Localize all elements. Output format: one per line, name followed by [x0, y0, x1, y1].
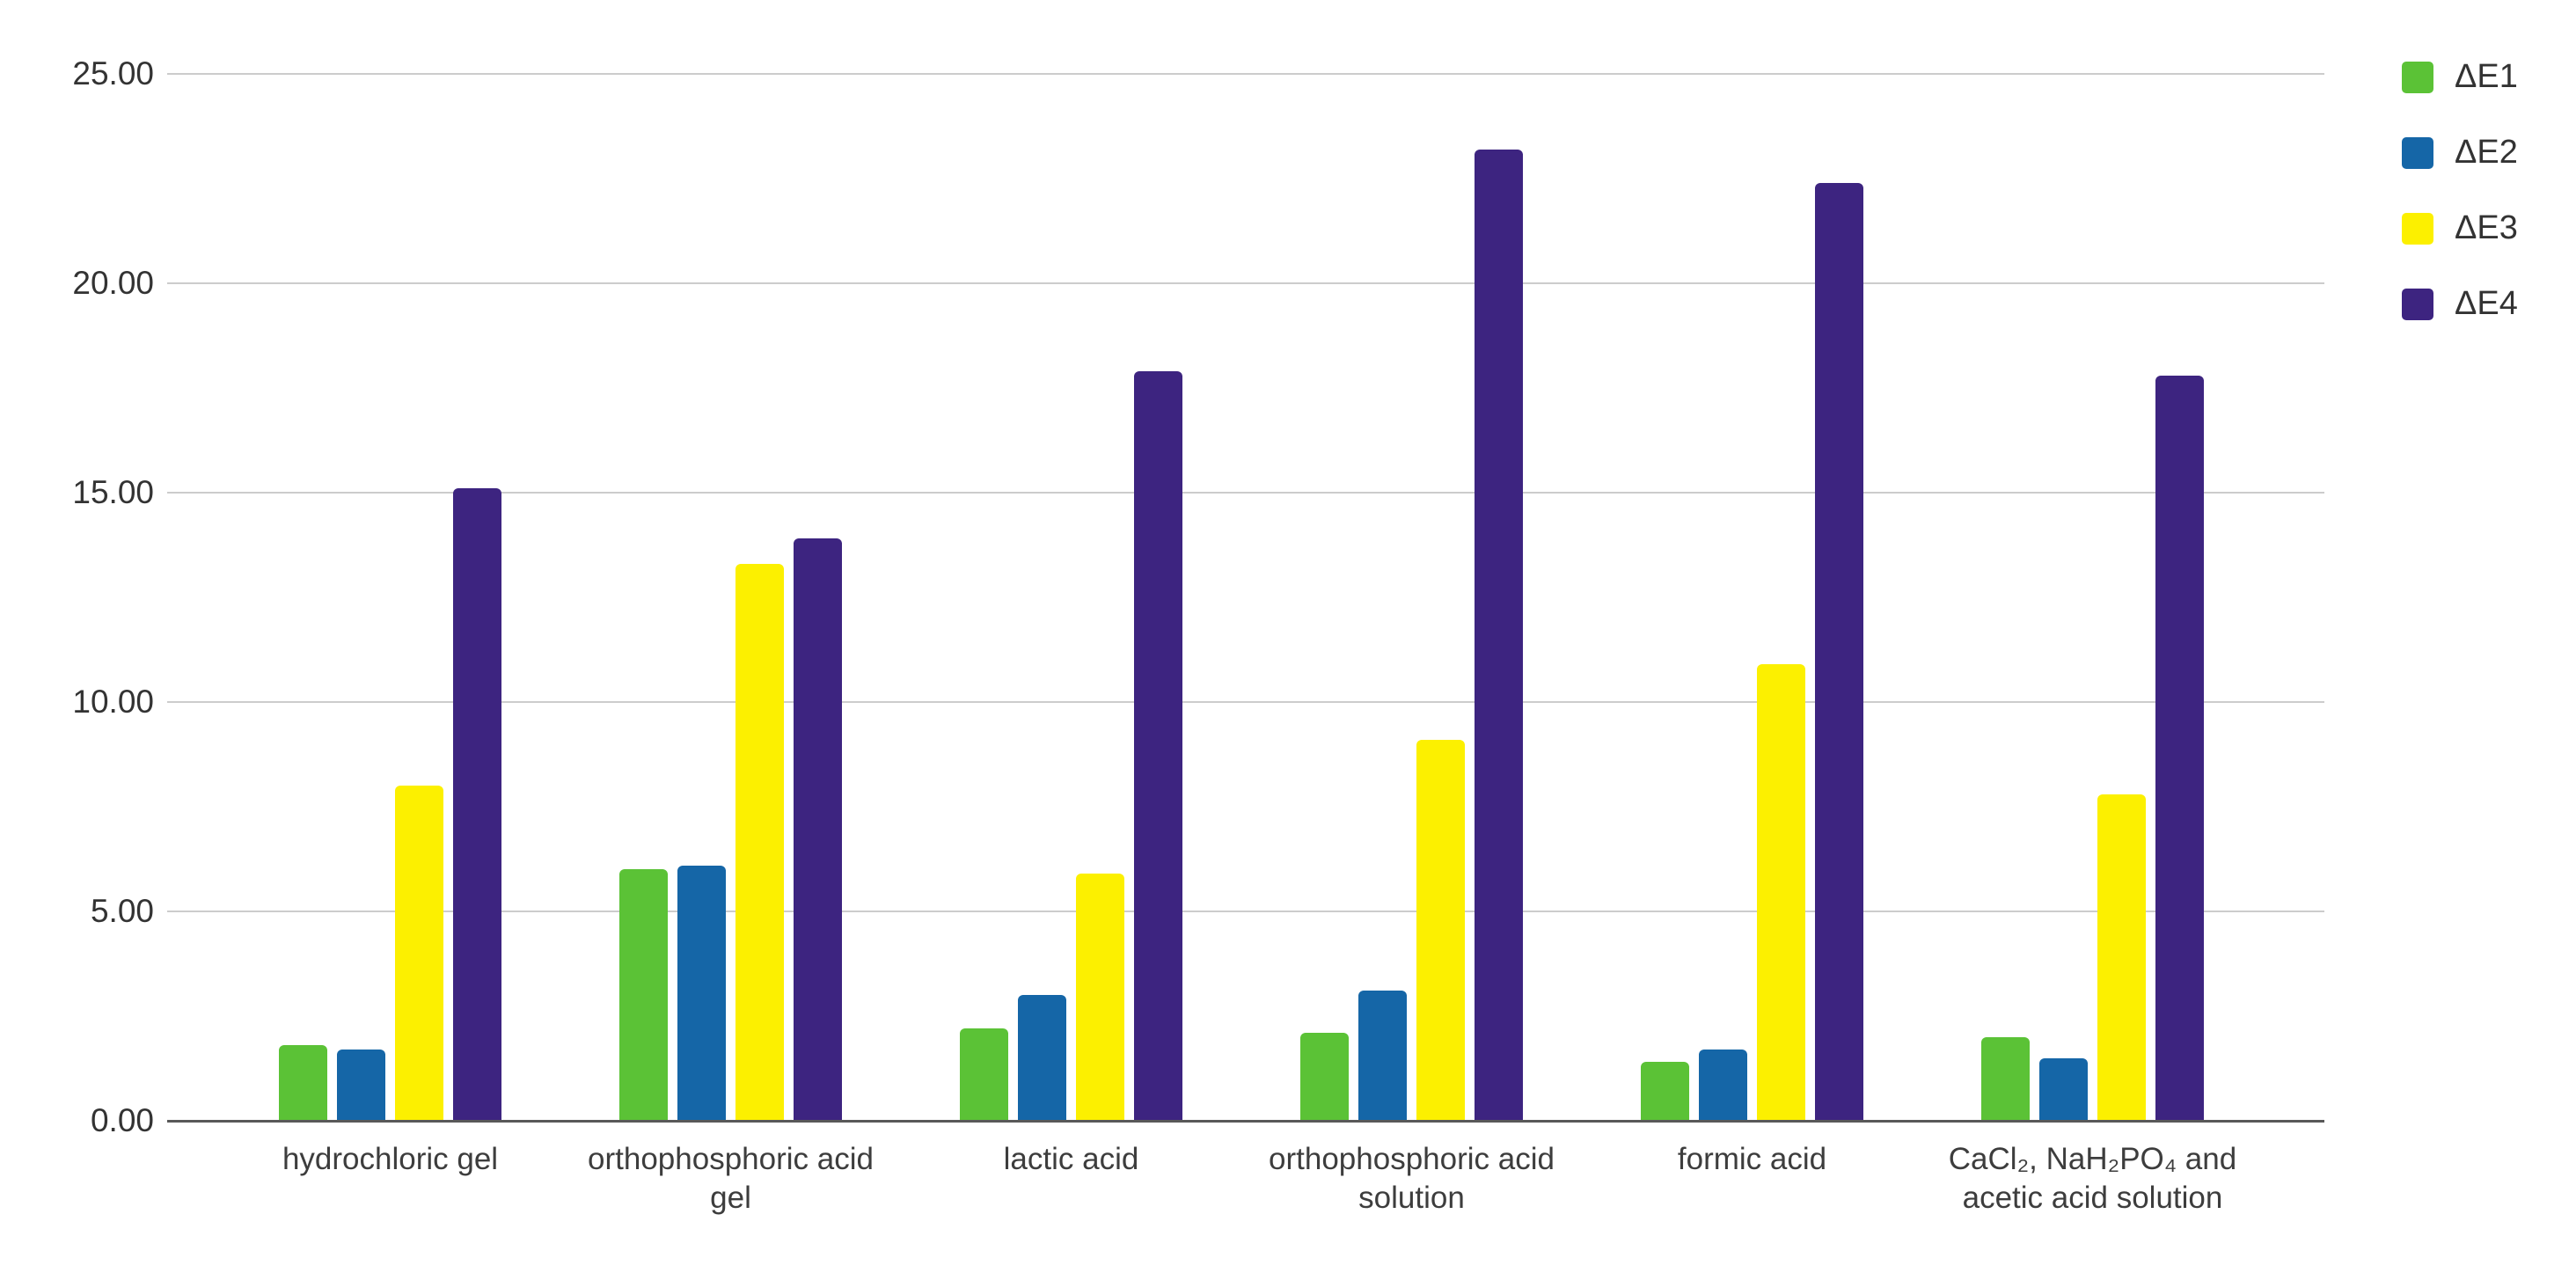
- bar-ΔE2-6: [2039, 1057, 2088, 1121]
- legend-item: ΔE4: [2402, 285, 2518, 323]
- plot-area: [167, 74, 2324, 1121]
- bar-ΔE4-4: [1475, 149, 1523, 1121]
- bar-ΔE2-3: [1018, 995, 1066, 1121]
- category-label: orthophosphoric acid solution: [1269, 1142, 1555, 1215]
- legend-item: ΔE2: [2402, 134, 2518, 172]
- gridline: [167, 911, 2324, 912]
- category-label: lactic acid: [1003, 1142, 1139, 1176]
- bar-ΔE4-1: [453, 488, 501, 1121]
- category-label: CaCl₂, NaH₂PO₄ and acetic acid solution: [1948, 1142, 2237, 1215]
- category-label: formic acid: [1677, 1142, 1827, 1176]
- bar-ΔE2-4: [1358, 991, 1407, 1121]
- bar-ΔE4-3: [1134, 370, 1182, 1121]
- legend-label: ΔE2: [2455, 134, 2518, 171]
- legend-label: ΔE1: [2455, 58, 2518, 95]
- gridline: [167, 282, 2324, 284]
- bar-ΔE1-1: [279, 1045, 327, 1121]
- x-axis-line: [167, 1120, 2324, 1123]
- legend-swatch-ΔE2: [2402, 136, 2433, 169]
- bar-ΔE3-5: [1757, 664, 1805, 1121]
- bar-ΔE3-6: [2097, 794, 2146, 1121]
- legend-swatch-ΔE4: [2402, 288, 2433, 320]
- bar-ΔE2-2: [677, 865, 726, 1121]
- y-axis-tick-label: 20.00: [72, 265, 154, 301]
- bar-ΔE2-1: [337, 1050, 385, 1121]
- legend-item: ΔE1: [2402, 58, 2518, 96]
- bar-group: [1241, 74, 1582, 1121]
- bar-ΔE3-2: [735, 563, 784, 1121]
- bar-group: [1922, 74, 2263, 1121]
- legend-label: ΔE4: [2455, 285, 2518, 322]
- category-cell: formic acid: [1582, 1140, 1922, 1218]
- gridline: [167, 492, 2324, 494]
- y-axis-tick-label: 10.00: [72, 684, 154, 720]
- category-cell: orthophosphoric acid gel: [560, 1140, 901, 1218]
- bar-group: [1582, 74, 1922, 1121]
- category-cell: CaCl₂, NaH₂PO₄ and acetic acid solution: [1922, 1140, 2263, 1218]
- gridline: [167, 73, 2324, 75]
- category-cell: hydrochloric gel: [220, 1140, 560, 1218]
- y-axis-tick-label: 15.00: [72, 474, 154, 510]
- bar-ΔE1-5: [1641, 1062, 1689, 1121]
- y-axis-tick-label: 0.00: [90, 1102, 154, 1138]
- bar-ΔE1-2: [619, 869, 668, 1121]
- bar-group: [901, 74, 1241, 1121]
- legend: ΔE1 ΔE2 ΔE3 ΔE4: [2402, 58, 2518, 361]
- category-cell: lactic acid: [901, 1140, 1241, 1218]
- bar-ΔE1-3: [960, 1028, 1008, 1121]
- bar-group: [560, 74, 901, 1121]
- y-axis-tick-label: 25.00: [72, 55, 154, 91]
- bar-ΔE3-1: [395, 786, 443, 1121]
- x-axis-labels: hydrochloric gel orthophosphoric acid gel…: [167, 1140, 2324, 1218]
- gridline: [167, 701, 2324, 703]
- category-cell: orthophosphoric acid solution: [1241, 1140, 1582, 1218]
- bar-ΔE1-4: [1300, 1033, 1349, 1121]
- category-label: hydrochloric gel: [282, 1142, 499, 1176]
- bar-ΔE3-4: [1416, 739, 1465, 1121]
- bar-ΔE1-6: [1981, 1036, 2030, 1121]
- legend-label: ΔE3: [2455, 209, 2518, 246]
- category-label: orthophosphoric acid gel: [588, 1142, 874, 1215]
- bar-ΔE4-2: [794, 538, 842, 1121]
- bar-ΔE4-6: [2155, 375, 2204, 1121]
- bar-ΔE3-3: [1076, 874, 1124, 1121]
- y-axis-tick-label: 5.00: [90, 893, 154, 929]
- legend-swatch-ΔE3: [2402, 212, 2433, 245]
- legend-item: ΔE3: [2402, 209, 2518, 247]
- bar-ΔE2-5: [1699, 1050, 1747, 1121]
- bar-group: [220, 74, 560, 1121]
- legend-swatch-ΔE1: [2402, 61, 2433, 93]
- bar-ΔE4-5: [1815, 182, 1863, 1121]
